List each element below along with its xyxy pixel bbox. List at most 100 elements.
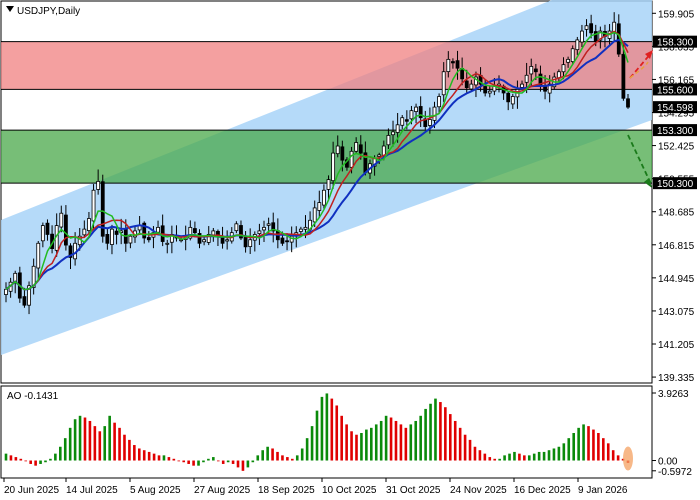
candle-body bbox=[211, 230, 216, 236]
candle-body bbox=[322, 189, 326, 206]
ao-bar bbox=[241, 460, 245, 471]
ao-bar bbox=[587, 426, 590, 461]
candle-body bbox=[142, 222, 147, 239]
ao-bar bbox=[597, 433, 600, 461]
ao-bar bbox=[216, 460, 220, 462]
ao-bar bbox=[59, 446, 62, 461]
candle-body bbox=[358, 144, 363, 154]
ao-bar bbox=[394, 420, 398, 461]
candle-body bbox=[451, 61, 455, 64]
candle-body bbox=[91, 189, 96, 222]
candle-body bbox=[82, 228, 87, 236]
x-tick-label: 16 Dec 2025 bbox=[514, 485, 571, 496]
ao-tick-label: 0.00 bbox=[658, 457, 678, 468]
ao-bar bbox=[4, 453, 8, 461]
candle-body bbox=[460, 68, 465, 80]
ao-bar bbox=[320, 396, 324, 461]
candle-body bbox=[446, 58, 451, 72]
ao-bar bbox=[14, 457, 18, 461]
ao-bar bbox=[78, 415, 82, 461]
candle-body bbox=[580, 30, 584, 43]
x-tick-label: 14 Jul 2025 bbox=[66, 485, 118, 496]
ao-bar bbox=[49, 458, 52, 461]
ao-tick-label: -0.5972 bbox=[658, 467, 692, 478]
forecast-down-arrowhead bbox=[644, 178, 652, 188]
ao-bar bbox=[542, 451, 546, 461]
candle-body bbox=[4, 288, 8, 295]
ao-bar bbox=[88, 420, 92, 461]
candle-body bbox=[298, 228, 303, 232]
candle-body bbox=[400, 117, 405, 126]
candle-body bbox=[483, 86, 488, 94]
ao-bar bbox=[68, 427, 72, 461]
ao-bar bbox=[147, 451, 151, 461]
ao-bar bbox=[305, 438, 309, 461]
candle-body bbox=[598, 30, 603, 41]
ao-bar bbox=[276, 451, 279, 461]
ao-bar bbox=[434, 398, 437, 461]
y-tick-label: 141.205 bbox=[658, 340, 695, 351]
candle-body bbox=[165, 242, 170, 245]
ao-bar bbox=[295, 455, 299, 461]
ao-bar bbox=[572, 433, 575, 461]
candle-body bbox=[404, 119, 409, 122]
candle-body bbox=[96, 180, 101, 190]
ao-bar bbox=[448, 414, 452, 461]
ao-bar bbox=[261, 450, 264, 461]
ao-bar bbox=[537, 451, 541, 461]
candle-body bbox=[234, 223, 239, 232]
ao-bar bbox=[567, 438, 571, 461]
ao-bar bbox=[365, 429, 368, 461]
ao-bar bbox=[192, 460, 195, 466]
candle-body bbox=[262, 226, 266, 231]
level-label-box bbox=[653, 177, 697, 190]
ao-bar bbox=[226, 460, 230, 463]
ao-bar bbox=[616, 455, 620, 461]
candle-body bbox=[570, 48, 575, 62]
candle-body bbox=[156, 226, 160, 233]
candle-body bbox=[432, 106, 437, 121]
y-tick-label: 159.905 bbox=[658, 9, 695, 20]
x-tick-label: 24 Nov 2025 bbox=[450, 485, 507, 496]
ao-bar bbox=[493, 458, 497, 461]
ao-bar bbox=[582, 424, 585, 461]
x-tick-label: 31 Oct 2025 bbox=[386, 485, 441, 496]
x-tick-label: 18 Sep 2025 bbox=[258, 485, 315, 496]
candle-body bbox=[317, 202, 322, 211]
candle-body bbox=[510, 96, 515, 105]
ao-bar bbox=[83, 417, 87, 461]
ao-bar bbox=[370, 427, 373, 461]
ao-bar bbox=[468, 439, 472, 461]
ao-bar bbox=[429, 403, 432, 461]
candle-body bbox=[280, 237, 285, 244]
ao-bar bbox=[187, 460, 190, 464]
candle-body bbox=[128, 235, 133, 244]
ao-bar bbox=[221, 460, 225, 464]
x-tick-label: 20 Jun 2025 bbox=[4, 485, 59, 496]
ao-bar bbox=[503, 455, 506, 461]
ao-bar bbox=[202, 460, 205, 463]
candle-body bbox=[27, 285, 31, 306]
candle-body bbox=[524, 74, 529, 83]
level-label: 150.300 bbox=[657, 179, 694, 190]
ao-bar bbox=[177, 460, 181, 462]
ao-bar bbox=[325, 393, 329, 461]
ao-bar bbox=[103, 426, 107, 461]
ao-bar bbox=[606, 443, 610, 461]
candle-body bbox=[248, 239, 253, 248]
ao-bar bbox=[340, 415, 343, 461]
ao-bar bbox=[108, 415, 111, 461]
ao-bar bbox=[473, 446, 477, 461]
ao-bar bbox=[552, 448, 556, 461]
candle-body bbox=[225, 239, 230, 242]
ao-bar bbox=[286, 457, 289, 461]
ao-bar bbox=[444, 407, 447, 461]
ao-bar bbox=[291, 458, 294, 461]
ao-bar bbox=[399, 424, 403, 461]
dropdown-triangle-icon[interactable] bbox=[6, 6, 14, 12]
ao-tick-label: 3.9263 bbox=[658, 389, 689, 400]
candle-body bbox=[22, 296, 27, 306]
candle-body bbox=[589, 23, 594, 34]
forecast-alt-path bbox=[629, 61, 649, 79]
y-tick-label: 154.295 bbox=[658, 109, 695, 120]
